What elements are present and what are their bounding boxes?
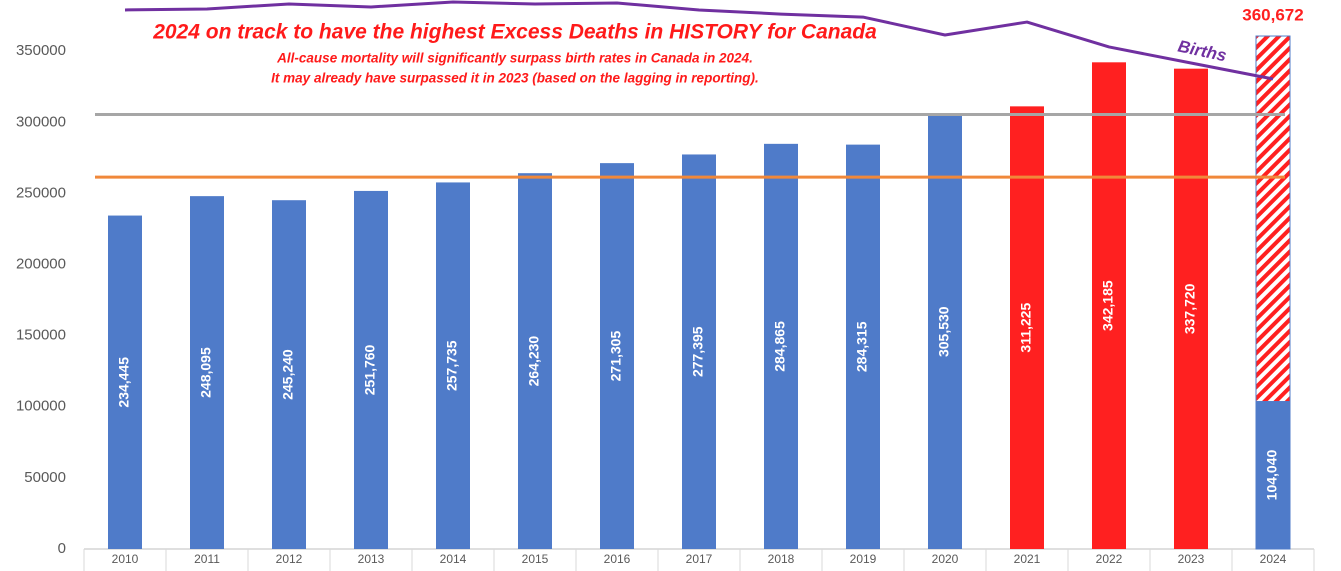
x-tick-label: 2013 (358, 552, 385, 566)
x-tick-label: 2014 (440, 552, 467, 566)
x-tick-label: 2012 (276, 552, 303, 566)
x-tick-label: 2024 (1260, 552, 1287, 566)
x-tick-label: 2011 (194, 552, 220, 566)
value-label: 284,315 (854, 321, 870, 372)
value-label: 342,185 (1100, 280, 1116, 331)
x-tick-label: 2021 (1014, 552, 1041, 566)
page: 2024 on track to have the highest Excess… (0, 0, 1341, 571)
chart: 2024 on track to have the highest Excess… (0, 0, 1341, 571)
y-tick-label: 300000 (16, 113, 66, 130)
subtitle: All-cause mortality will significantly s… (276, 51, 753, 66)
value-label: 305,530 (936, 306, 952, 357)
x-tick-label: 2016 (604, 552, 631, 566)
subtitle: It may already have surpassed it in 2023… (271, 71, 759, 86)
value-label: 284,865 (772, 321, 788, 372)
value-label: 264,230 (526, 336, 542, 387)
x-tick-label: 2022 (1096, 552, 1123, 566)
chart-title: 2024 on track to have the highest Excess… (152, 21, 877, 44)
value-label: 251,760 (362, 344, 378, 395)
x-tick-label: 2020 (932, 552, 959, 566)
x-tick-label: 2017 (686, 552, 713, 566)
x-tick-label: 2018 (768, 552, 795, 566)
value-label: 271,305 (608, 331, 624, 382)
x-tick-label: 2023 (1178, 552, 1205, 566)
y-tick-label: 50000 (24, 469, 66, 486)
value-label: 104,040 (1264, 449, 1280, 500)
value-label: 245,240 (280, 349, 296, 400)
y-tick-label: 150000 (16, 327, 66, 344)
y-tick-label: 200000 (16, 256, 66, 273)
y-tick-label: 0 (58, 540, 66, 557)
value-label: 257,735 (444, 340, 460, 391)
y-tick-label: 250000 (16, 184, 66, 201)
value-label: 248,095 (198, 347, 214, 398)
x-tick-label: 2019 (850, 552, 877, 566)
projection-label: 360,672 (1242, 6, 1303, 25)
value-label: 234,445 (116, 357, 132, 408)
value-label: 337,720 (1182, 283, 1198, 334)
value-label: 311,225 (1018, 303, 1034, 353)
x-tick-label: 2015 (522, 552, 549, 566)
x-tick-label: 2010 (112, 552, 139, 566)
y-tick-label: 100000 (16, 398, 66, 415)
value-label: 277,395 (690, 326, 706, 377)
y-tick-label: 350000 (16, 42, 66, 59)
